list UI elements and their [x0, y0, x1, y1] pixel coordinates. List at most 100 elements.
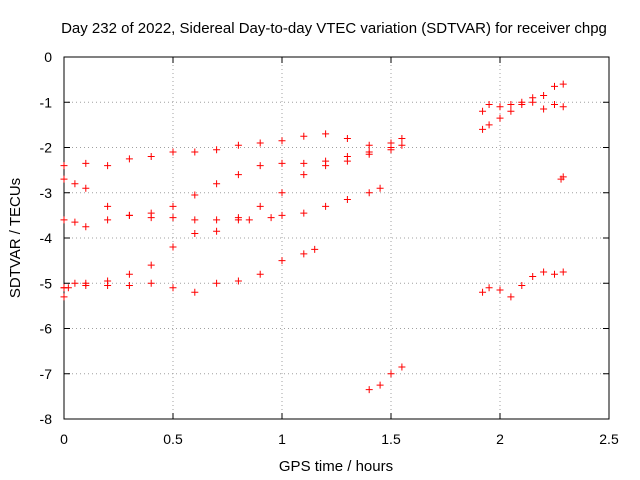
series-track-b [60, 144, 395, 219]
y-tick-label: -2 [40, 140, 53, 156]
data-point [71, 218, 79, 226]
data-point [256, 162, 264, 170]
data-point [147, 261, 155, 269]
data-point [485, 121, 493, 129]
x-tick-label: 2 [496, 431, 504, 447]
data-point [278, 257, 286, 265]
data-point [398, 134, 406, 142]
data-point [147, 153, 155, 161]
data-point [479, 107, 487, 115]
x-tick-label: 2.5 [599, 431, 619, 447]
data-point [365, 386, 373, 394]
data-point [125, 155, 133, 163]
series-track-d [60, 141, 406, 292]
data-point [300, 159, 308, 167]
data-point [234, 216, 242, 224]
data-point [507, 293, 515, 301]
data-point [311, 245, 319, 253]
data-point [518, 101, 526, 109]
data-point [82, 282, 90, 290]
data-point [60, 175, 68, 183]
data-point [507, 101, 515, 109]
data-point [376, 184, 384, 192]
series-track-i [479, 80, 567, 115]
x-tick-label: 1 [278, 431, 286, 447]
y-tick-label: 0 [44, 49, 52, 65]
y-tick-label: -5 [40, 275, 53, 291]
data-point [322, 162, 330, 170]
data-point [278, 159, 286, 167]
data-point [365, 189, 373, 197]
data-point [485, 284, 493, 292]
data-point [82, 184, 90, 192]
data-point [60, 216, 68, 224]
data-point [60, 162, 68, 170]
data-point [234, 277, 242, 285]
data-point [267, 214, 275, 222]
data-point [540, 91, 548, 99]
data-point [300, 171, 308, 179]
data-point [322, 202, 330, 210]
data-point [365, 141, 373, 149]
data-point [322, 130, 330, 138]
y-tick-label: -1 [40, 94, 53, 110]
data-point [300, 132, 308, 140]
data-point [147, 214, 155, 222]
data-point [169, 202, 177, 210]
y-tick-label: -7 [40, 366, 53, 382]
data-point [551, 82, 558, 90]
data-point [64, 284, 72, 292]
x-tick-label: 0.5 [163, 431, 183, 447]
data-point [300, 250, 308, 258]
data-point [551, 270, 558, 278]
data-point [496, 114, 504, 122]
data-point [540, 105, 548, 113]
x-tick-label: 0 [60, 431, 68, 447]
data-marks [60, 80, 567, 394]
data-point [169, 214, 177, 222]
data-point [529, 98, 537, 106]
data-point [169, 284, 177, 292]
data-point [191, 148, 199, 156]
series-track-k [479, 268, 567, 301]
series-track-l [557, 173, 567, 183]
data-point [485, 101, 493, 109]
data-point [507, 107, 515, 115]
data-point [71, 279, 79, 287]
axis-ticks [63, 56, 610, 420]
data-point [343, 196, 351, 204]
data-point [496, 103, 504, 111]
data-point [256, 139, 264, 147]
data-point [278, 137, 286, 145]
data-point [82, 159, 90, 167]
data-point [125, 270, 133, 278]
data-point [191, 216, 199, 224]
data-point [213, 279, 221, 287]
y-tick-label: -4 [40, 230, 53, 246]
data-point [376, 381, 384, 389]
data-point [559, 173, 567, 181]
data-point [529, 272, 537, 280]
data-point [234, 171, 242, 179]
data-point [343, 157, 351, 165]
series-track-e [60, 245, 319, 296]
data-point [104, 216, 112, 224]
series-track-j [479, 98, 567, 133]
data-point [256, 202, 264, 210]
data-point [213, 146, 221, 154]
data-point [213, 216, 221, 224]
y-tick-label: -6 [40, 321, 53, 337]
data-point [191, 191, 199, 199]
data-point [245, 216, 253, 224]
data-point [104, 282, 112, 290]
series-track-h [365, 363, 406, 394]
data-point [559, 268, 567, 276]
data-point [559, 80, 567, 88]
data-point [518, 282, 526, 290]
data-point [169, 243, 177, 251]
grid-lines [64, 57, 609, 419]
series-track-c [60, 211, 253, 231]
chart-title: Day 232 of 2022, Sidereal Day-to-day VTE… [61, 20, 607, 37]
data-point [104, 162, 112, 170]
data-point [387, 370, 395, 378]
